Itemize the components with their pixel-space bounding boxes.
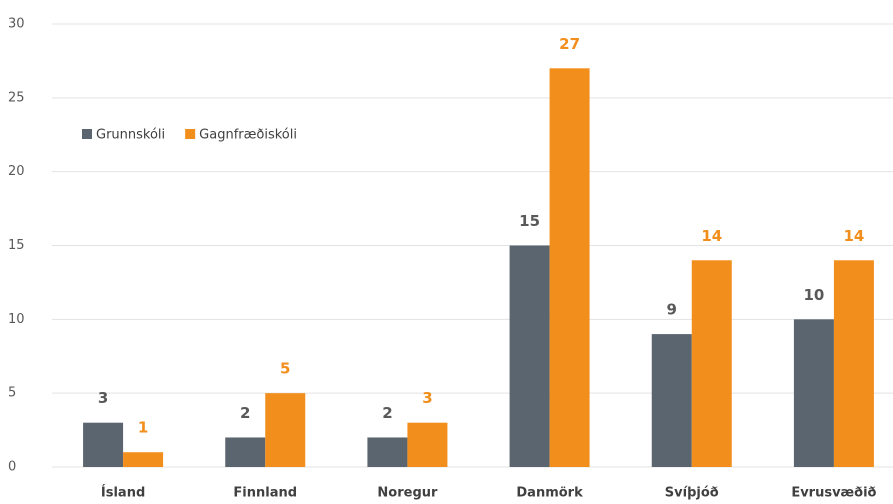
bar <box>509 245 550 467</box>
y-tick-label: 20 <box>8 164 25 179</box>
y-tick-label: 10 <box>8 312 25 327</box>
y-tick-label: 15 <box>8 238 25 253</box>
y-tick-label: 25 <box>8 90 25 105</box>
value-label: 10 <box>803 286 824 304</box>
x-tick-label: Evrusvæðið <box>791 486 876 501</box>
x-tick-label: Ísland <box>101 485 145 501</box>
bar <box>367 437 408 467</box>
x-tick-label: Svíþjóð <box>665 486 719 501</box>
legend-label: Gagnfræðiskóli <box>199 128 297 143</box>
value-label: 1 <box>138 419 148 437</box>
bar <box>651 334 692 467</box>
value-label: 15 <box>519 212 540 230</box>
value-label: 3 <box>422 389 432 407</box>
x-tick-label: Finnland <box>233 486 297 501</box>
value-label: 27 <box>559 35 580 53</box>
value-label: 2 <box>240 404 250 422</box>
bar <box>549 68 590 468</box>
value-label: 14 <box>843 227 864 245</box>
value-label: 5 <box>280 360 290 378</box>
bar <box>225 437 266 467</box>
bar <box>833 260 874 467</box>
y-tick-label: 30 <box>8 17 25 32</box>
bar <box>793 319 834 467</box>
legend-label: Grunnskóli <box>96 128 165 143</box>
y-tick-label: 5 <box>8 386 16 401</box>
bar <box>265 393 306 467</box>
bar <box>123 452 164 467</box>
value-label: 2 <box>382 404 392 422</box>
y-tick-label: 0 <box>8 460 16 475</box>
bar <box>407 422 448 467</box>
x-tick-label: Danmörk <box>516 486 583 501</box>
value-label: 3 <box>98 389 108 407</box>
value-label: 14 <box>701 227 722 245</box>
legend-swatch <box>185 129 196 139</box>
bar <box>691 260 732 467</box>
bar <box>83 422 124 467</box>
value-label: 9 <box>667 301 677 319</box>
legend-swatch <box>82 129 92 139</box>
x-tick-label: Noregur <box>377 486 438 501</box>
